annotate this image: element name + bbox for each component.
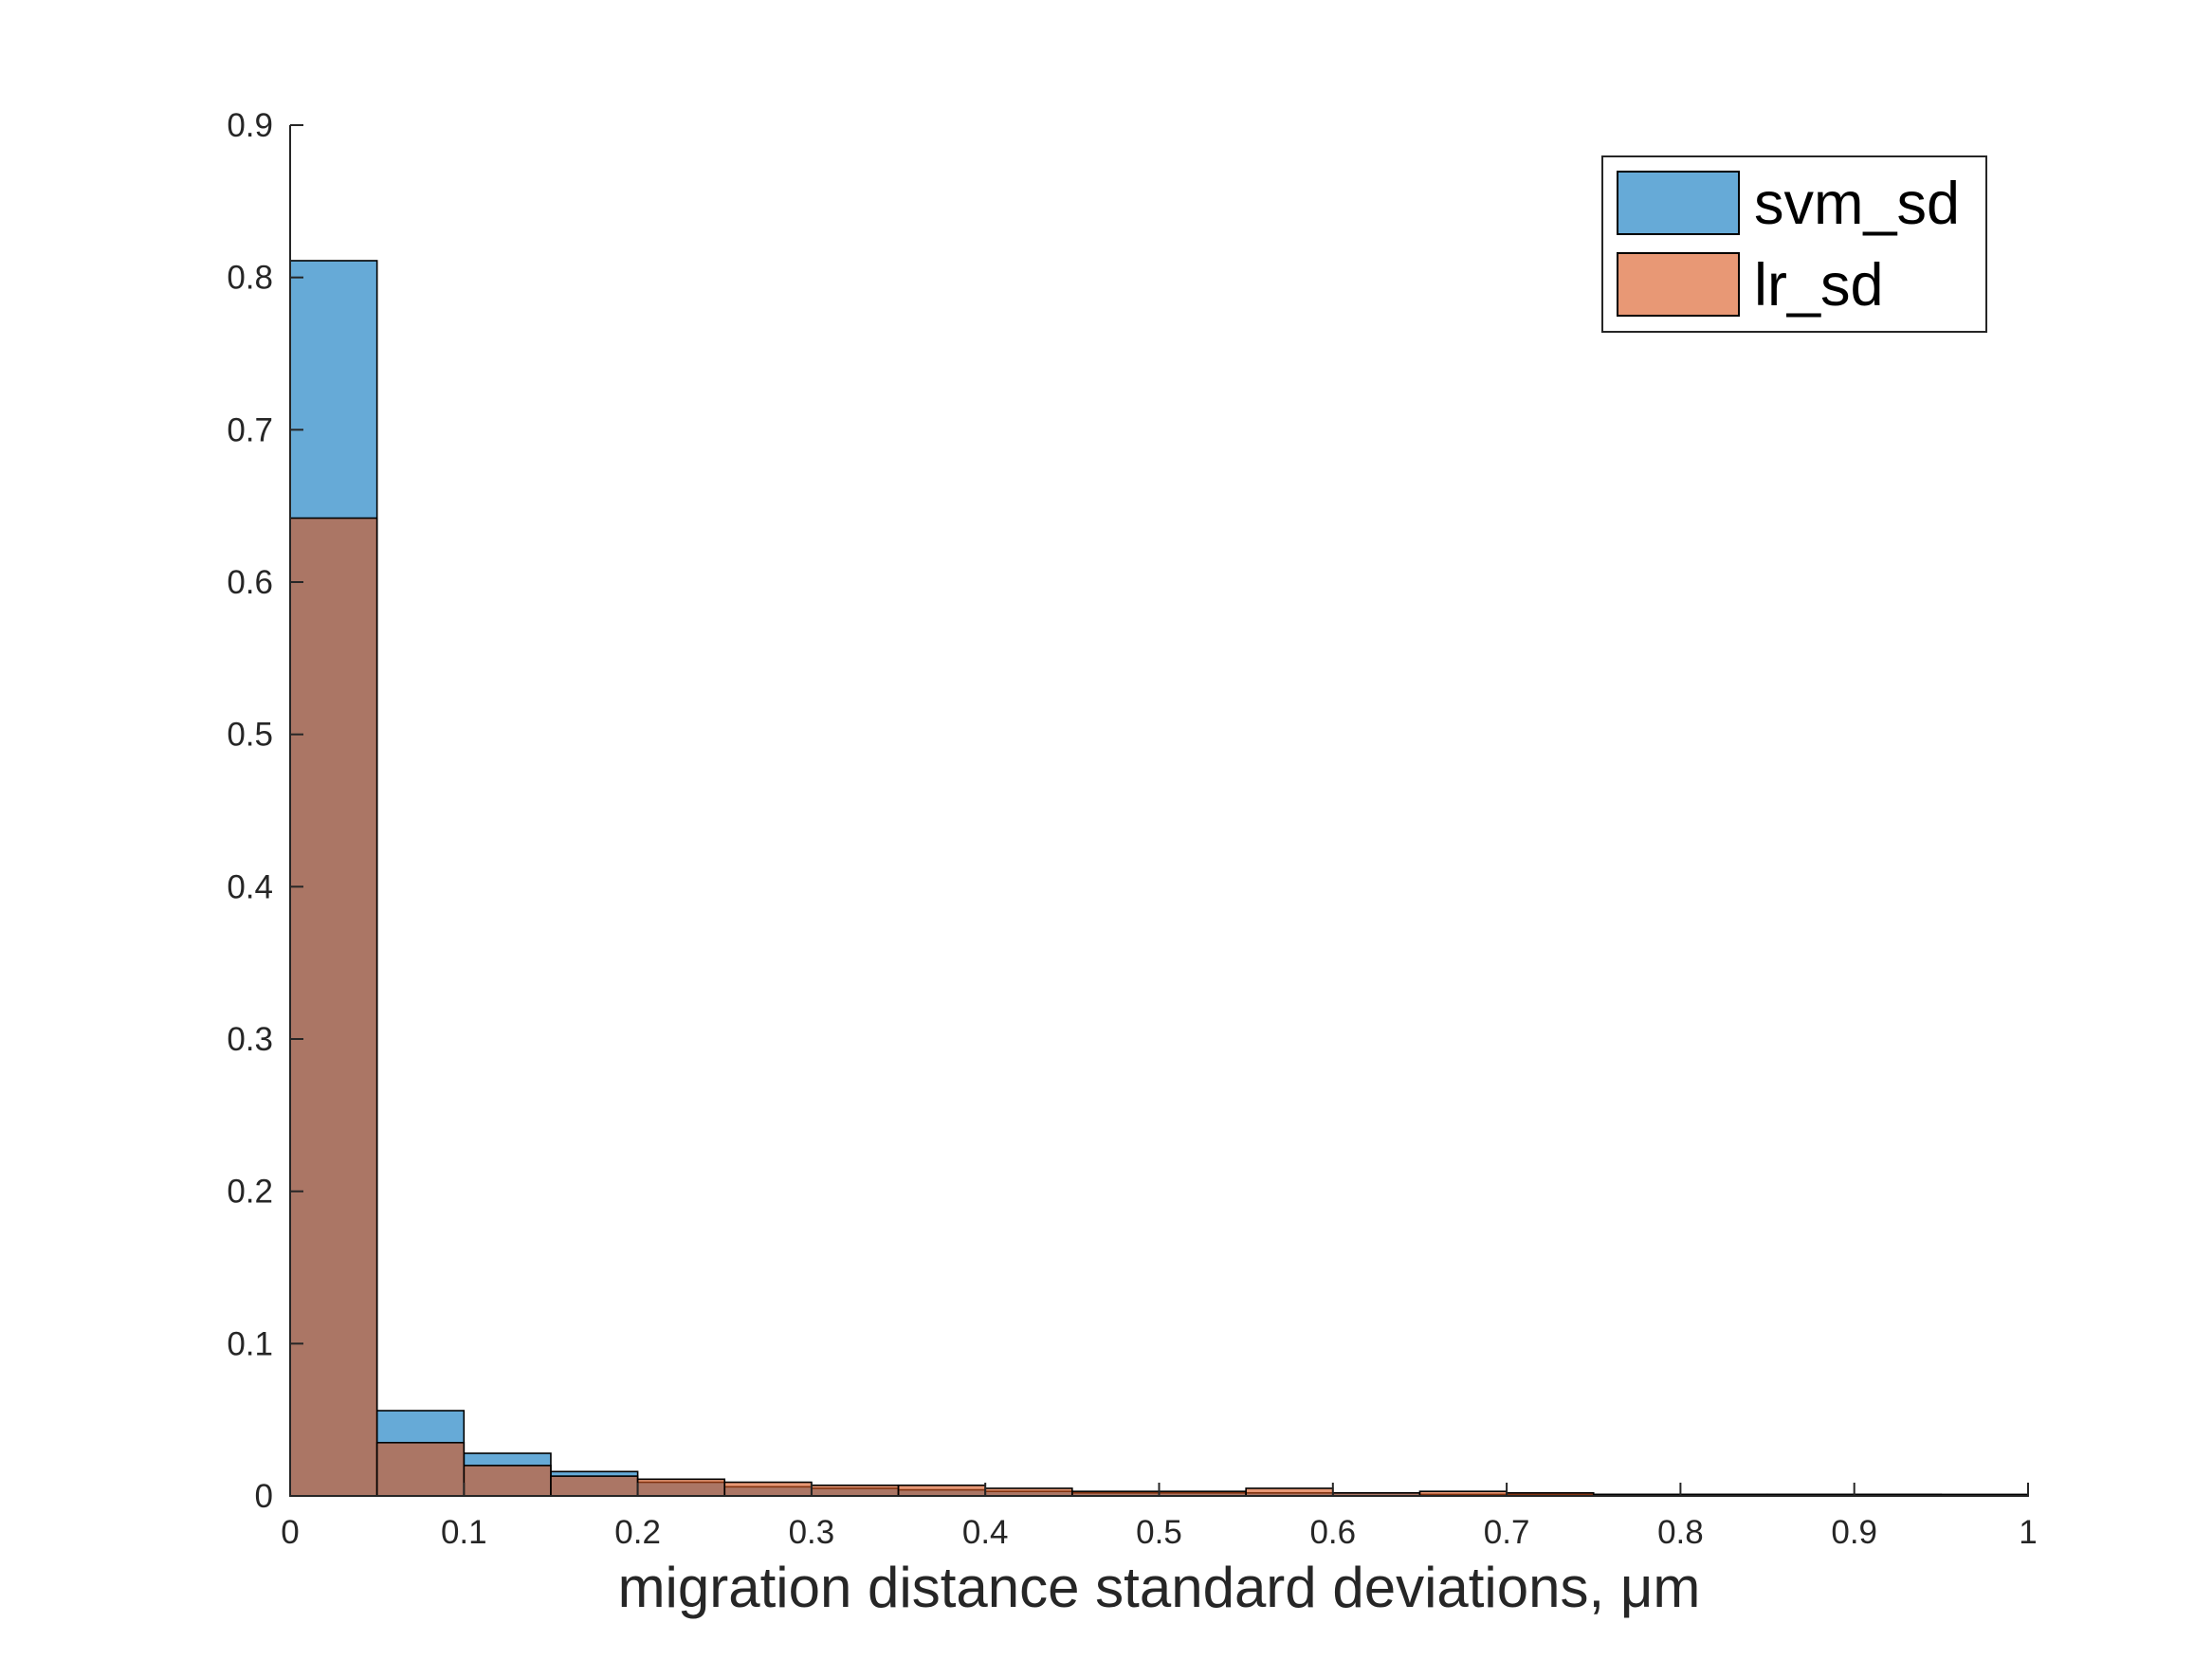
legend-label-svm_sd: svm_sd	[1754, 171, 1960, 237]
bar-lr_sd-4	[636, 1478, 726, 1497]
y-tick-label: 0.9	[227, 107, 273, 144]
x-axis-label: migration distance standard deviations, …	[618, 1556, 1701, 1619]
bar-lr_sd-11	[1245, 1487, 1334, 1497]
y-tick-label: 0.6	[227, 564, 273, 601]
bar-lr_sd-3	[550, 1475, 639, 1497]
bar-lr_sd-1	[375, 1441, 466, 1497]
series-lr_sd	[289, 517, 2029, 1497]
x-tick-label: 1	[2019, 1514, 2037, 1551]
bar-lr_sd-5	[723, 1481, 813, 1497]
x-tick-label: 0.3	[789, 1514, 835, 1551]
y-tick-label: 0.2	[227, 1174, 273, 1211]
y-tick-label: 0.8	[227, 260, 273, 297]
bar-lr_sd-6	[811, 1484, 900, 1497]
bar-lr_sd-2	[463, 1465, 552, 1497]
x-tick-label: 0.1	[441, 1514, 487, 1551]
x-axis-ticks: 0 0.1 0.2 0.3 0.4 0.5 0.6 0.7 0.8 0.9 1	[281, 1483, 2038, 1551]
x-tick-label: 0.7	[1484, 1514, 1530, 1551]
x-tick-label: 0.5	[1136, 1514, 1182, 1551]
histogram-bars	[289, 260, 2029, 1497]
x-tick-label: 0.6	[1309, 1514, 1356, 1551]
legend-label-lr_sd: lr_sd	[1754, 252, 1884, 319]
y-tick-label: 0.5	[227, 717, 273, 754]
y-tick-label: 0.1	[227, 1325, 273, 1362]
y-tick-label: 0.7	[227, 411, 273, 448]
y-tick-label: 0.3	[227, 1021, 273, 1058]
x-tick-label: 0.2	[614, 1514, 661, 1551]
x-tick-label: 0.8	[1657, 1514, 1704, 1551]
bar-lr_sd-0	[289, 517, 378, 1497]
x-tick-label: 0	[281, 1514, 299, 1551]
x-tick-label: 0.9	[1831, 1514, 1877, 1551]
bar-lr_sd-7	[897, 1484, 986, 1497]
y-tick-label: 0	[255, 1478, 273, 1515]
bar-lr_sd-8	[984, 1487, 1073, 1497]
x-tick-label: 0.4	[962, 1514, 1009, 1551]
y-axis-ticks: 0 0.1 0.2 0.3 0.4 0.5 0.6 0.7 0.8 0.9	[227, 107, 303, 1515]
legend-swatch-svm_sd	[1617, 171, 1740, 235]
y-tick-label: 0.4	[227, 868, 273, 905]
legend: svm_sd lr_sd	[1601, 155, 1987, 333]
legend-swatch-lr_sd	[1617, 252, 1740, 317]
